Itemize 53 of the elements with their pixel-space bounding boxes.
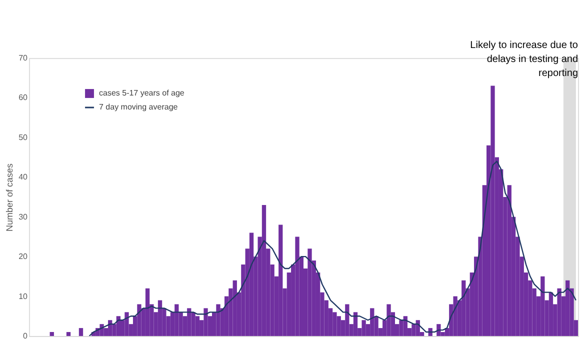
bar [249, 232, 254, 336]
y-axis-title: Number of cases [4, 162, 15, 232]
bar [370, 308, 374, 336]
bar [195, 316, 200, 336]
bar [124, 312, 129, 336]
bar [336, 316, 341, 336]
bar [386, 304, 391, 336]
bar [345, 304, 350, 336]
bar [540, 276, 545, 336]
bar [490, 86, 495, 336]
bar [262, 204, 266, 336]
y-tick-label: 70 [18, 54, 28, 62]
bar [507, 185, 512, 336]
bar [353, 312, 358, 336]
bar [557, 288, 562, 336]
y-tick-label: 20 [18, 252, 28, 262]
bar [116, 316, 120, 336]
y-tick-label: 0 [23, 332, 28, 340]
bar [399, 320, 404, 336]
bar [187, 308, 192, 336]
bar [174, 304, 179, 336]
bar [462, 280, 466, 336]
y-tick-label: 50 [18, 132, 28, 142]
y-tick-label: 40 [18, 172, 28, 182]
bar [137, 304, 142, 336]
bar [216, 304, 220, 336]
legend-label: cases 5-17 years of age [99, 88, 185, 98]
legend-label: 7 day moving average [99, 102, 178, 112]
bar [436, 324, 441, 336]
annotation: Likely to increase due to delays in testing and reporting [470, 40, 578, 79]
bar [232, 280, 237, 336]
bar [453, 296, 458, 336]
bar [548, 292, 554, 336]
bar [66, 332, 71, 336]
bar [108, 320, 112, 336]
bar [412, 324, 416, 336]
y-tick-label: 30 [18, 212, 28, 222]
bar [278, 224, 283, 336]
bar [50, 332, 54, 336]
bar [308, 248, 312, 336]
bar [191, 312, 196, 336]
y-tick-label: 60 [18, 93, 28, 102]
bar [78, 328, 84, 336]
line-series [88, 160, 577, 337]
bar [403, 316, 408, 336]
bar [295, 236, 300, 336]
bar [158, 300, 162, 336]
bar [145, 288, 150, 336]
bar [566, 280, 570, 336]
y-tick-label: 10 [18, 292, 28, 301]
bar [362, 320, 366, 336]
bar [204, 308, 208, 336]
bar [332, 312, 337, 336]
